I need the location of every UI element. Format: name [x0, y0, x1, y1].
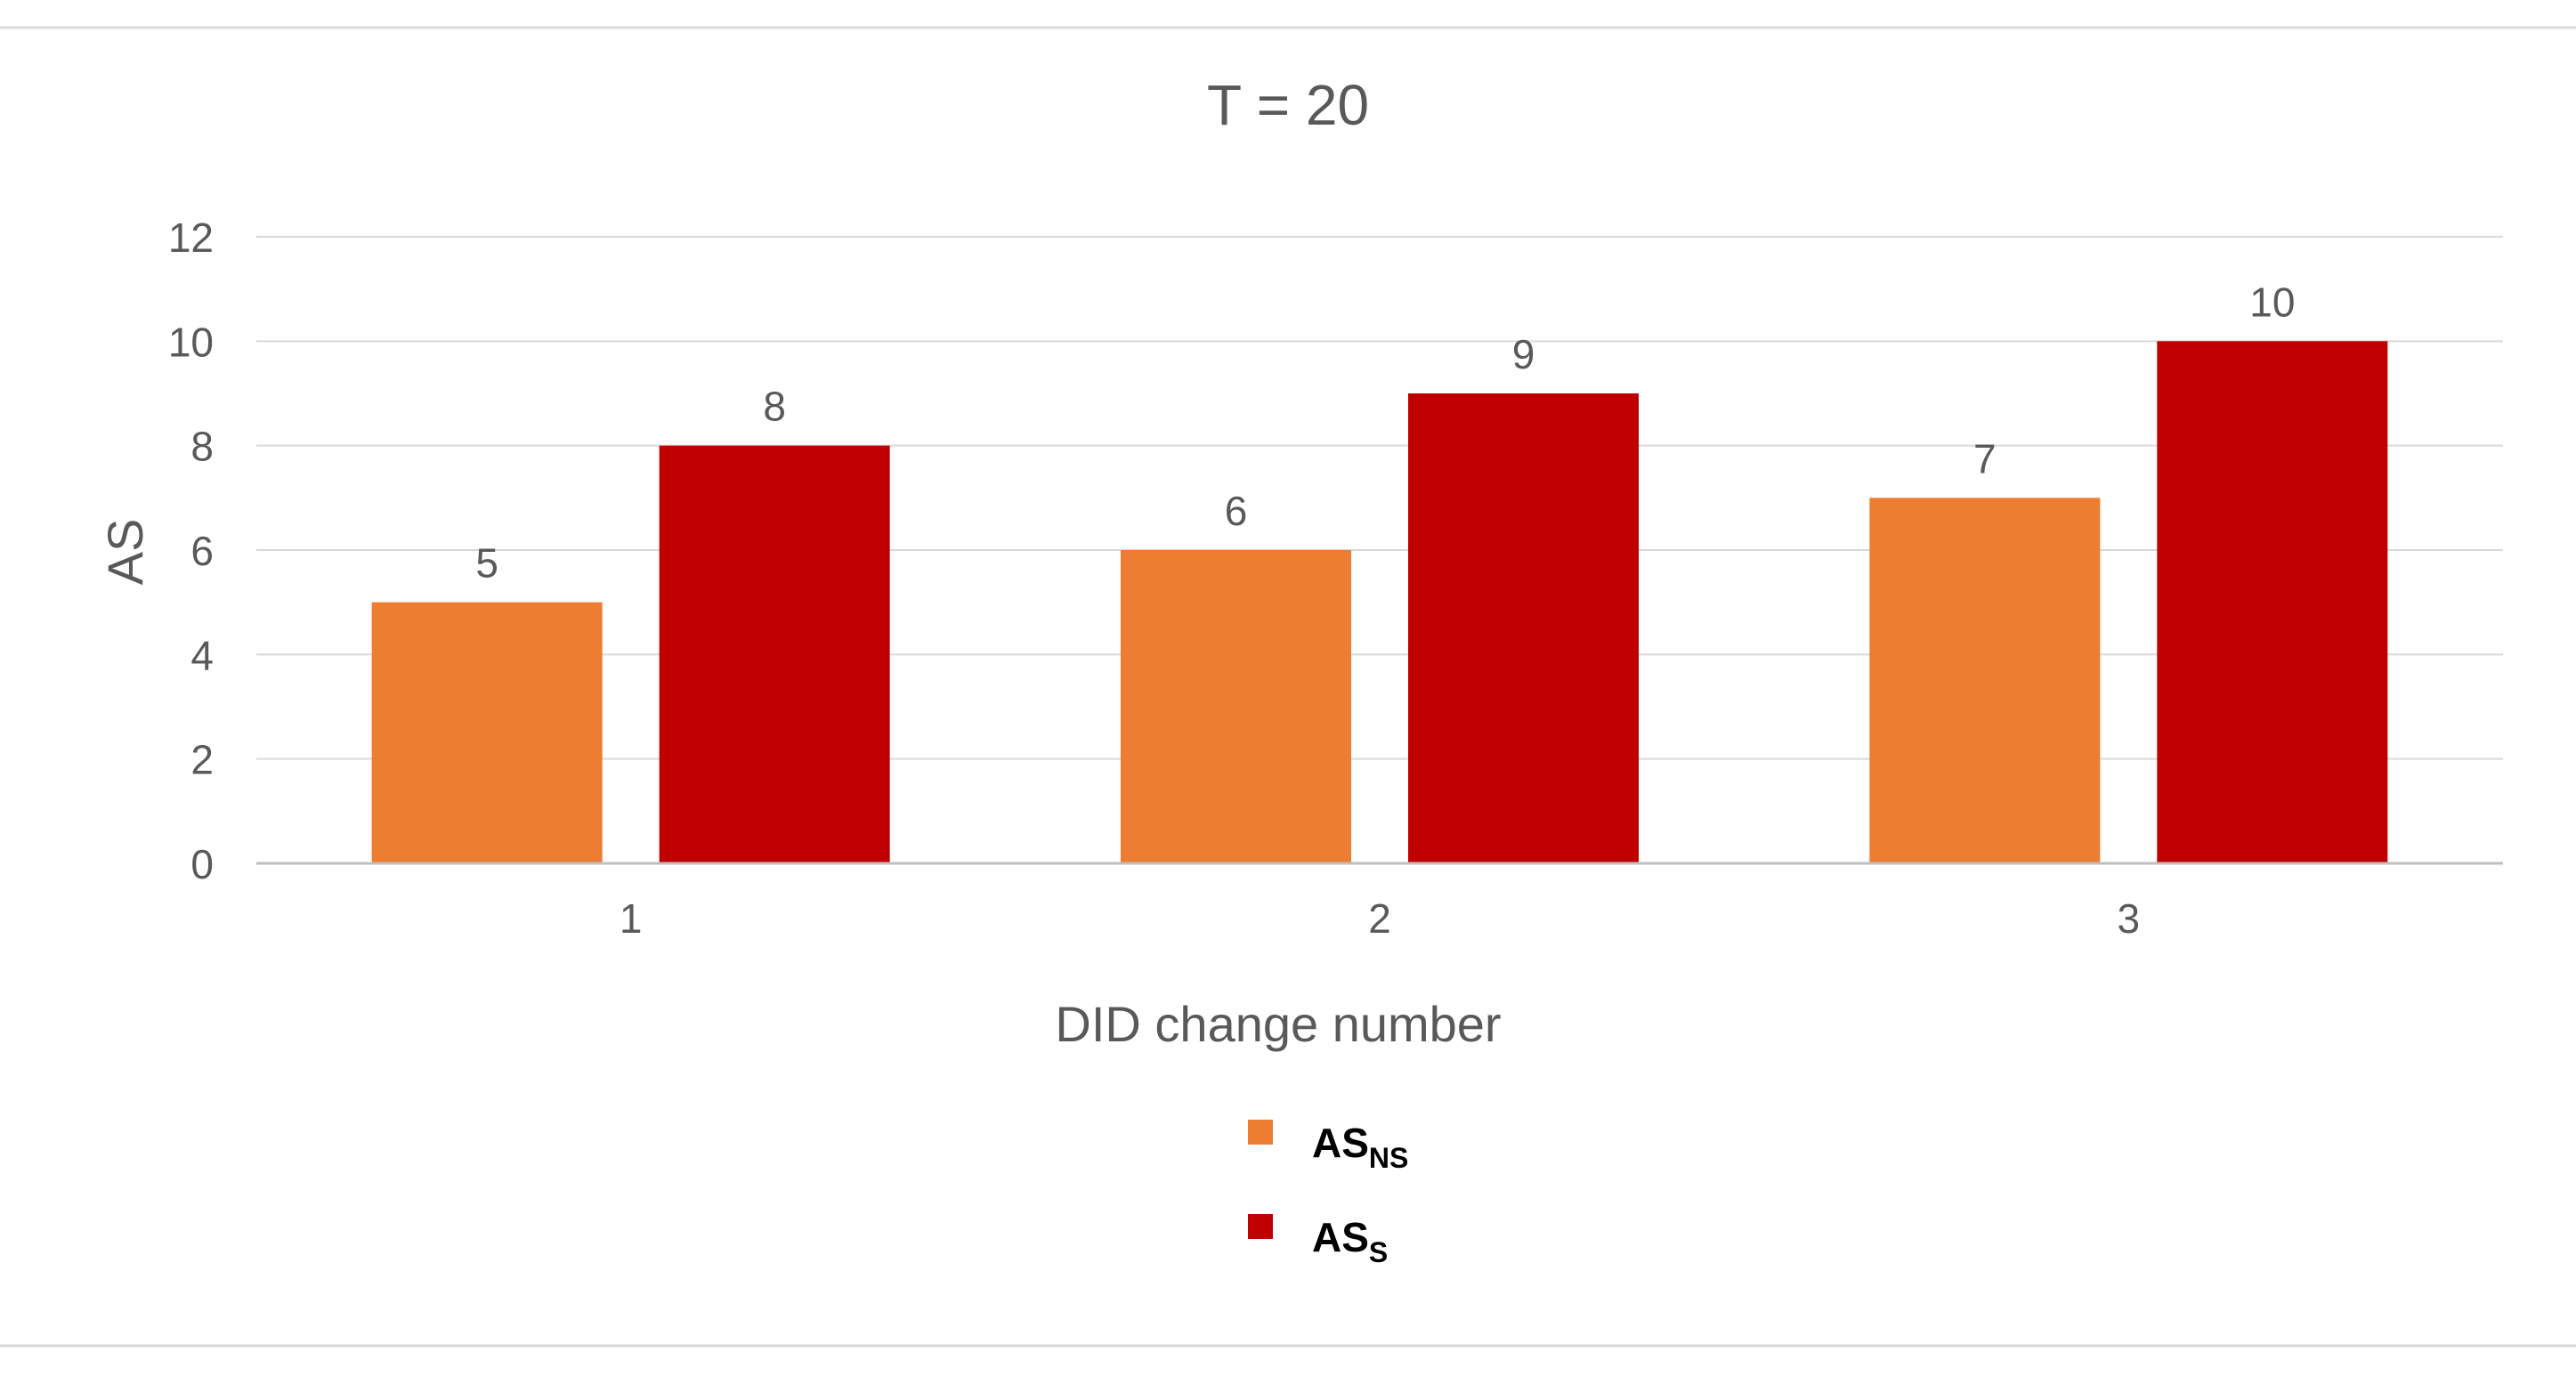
legend-label-subscript: S	[1369, 1236, 1388, 1268]
legend-item: ASNS	[1248, 1120, 1408, 1174]
y-axis-label: AS	[97, 519, 153, 586]
bar	[1121, 550, 1351, 863]
data-labels: 5 8 6 9 7 10	[475, 279, 2295, 586]
legend-label-main: AS	[1312, 1120, 1369, 1166]
legend-label-subscript: NS	[1369, 1142, 1408, 1174]
y-tick-label: 12	[168, 214, 214, 261]
legend-swatch	[1248, 1214, 1273, 1239]
gridlines	[256, 236, 2503, 760]
legend-item: ASS	[1248, 1214, 1388, 1268]
bar	[1408, 393, 1639, 863]
legend-label: ASNS	[1312, 1120, 1408, 1174]
y-tick-label: 8	[190, 424, 214, 470]
legend-swatch	[1248, 1120, 1273, 1145]
x-axis-ticks: 1 2 3	[620, 895, 2140, 942]
y-tick-label: 0	[190, 841, 214, 887]
bar	[371, 602, 603, 863]
data-label: 10	[2249, 279, 2295, 325]
legend-label-main: AS	[1312, 1214, 1369, 1260]
data-label: 9	[1512, 331, 1535, 377]
data-label: 8	[763, 384, 786, 430]
legend-label: ASS	[1312, 1214, 1388, 1268]
data-label: 7	[1973, 435, 1997, 482]
bar	[659, 445, 890, 863]
bar	[1869, 498, 2101, 863]
y-tick-label: 2	[190, 737, 214, 783]
bars	[371, 341, 2388, 863]
y-tick-label: 10	[168, 319, 214, 365]
x-tick-label: 3	[2118, 895, 2141, 942]
y-tick-label: 6	[190, 528, 214, 574]
x-tick-label: 1	[620, 895, 643, 942]
chart-title: T = 20	[1207, 73, 1369, 137]
data-label: 5	[475, 540, 498, 587]
y-axis-ticks: 0 2 4 6 8 10 12	[168, 214, 214, 887]
data-label: 6	[1225, 488, 1248, 534]
x-axis-label: DID change number	[1055, 996, 1501, 1052]
x-tick-label: 2	[1368, 895, 1391, 942]
y-tick-label: 4	[190, 632, 214, 678]
bar	[2157, 341, 2388, 863]
